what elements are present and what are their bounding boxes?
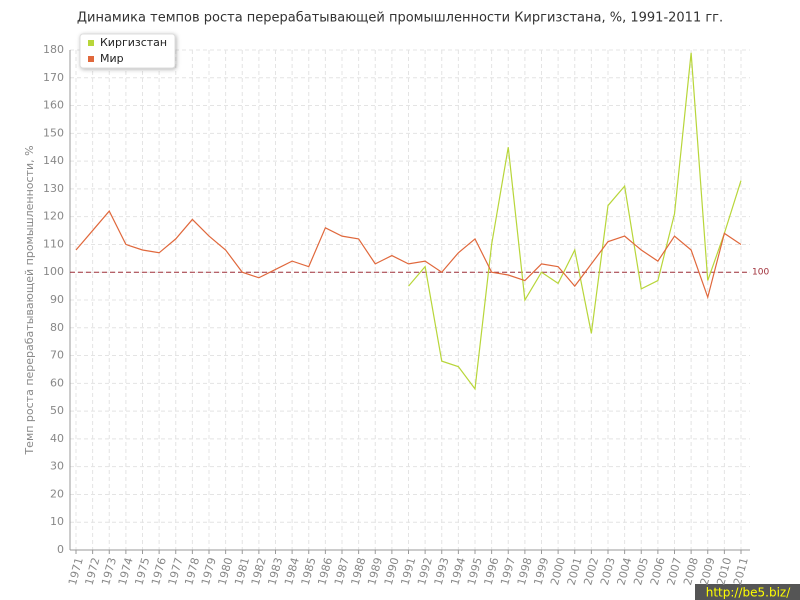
- y-axis-label: Темп роста перерабатывающей промышленнос…: [23, 145, 36, 455]
- legend-box: [79, 33, 176, 69]
- y-tick-label: 130: [43, 182, 64, 195]
- y-tick-label: 80: [50, 321, 64, 334]
- legend-swatch: [88, 40, 94, 46]
- chart-title: Динамика темпов роста перерабатывающей п…: [77, 11, 723, 26]
- y-tick-label: 180: [43, 43, 64, 56]
- y-tick-label: 30: [50, 460, 64, 473]
- reference-label: 100: [752, 268, 769, 278]
- watermark-bg: [695, 584, 800, 600]
- series-line: [408, 52, 742, 391]
- y-tick-label: 120: [43, 210, 64, 223]
- legend-label: Киргизстан: [100, 36, 167, 49]
- y-tick-label: 10: [50, 515, 64, 528]
- legend-swatch: [88, 56, 94, 62]
- y-tick-label: 150: [43, 126, 64, 139]
- y-tick-label: 140: [43, 154, 64, 167]
- y-tick-label: 60: [50, 376, 64, 389]
- y-tick-label: 50: [50, 404, 64, 417]
- y-tick-label: 70: [50, 349, 64, 362]
- y-tick-label: 20: [50, 487, 64, 500]
- y-tick-label: 40: [50, 432, 64, 445]
- y-tick-label: 160: [43, 99, 64, 112]
- y-tick-label: 170: [43, 71, 64, 84]
- y-tick-label: 110: [43, 237, 64, 250]
- legend-label: Мир: [100, 52, 124, 65]
- series-line: [75, 210, 742, 300]
- y-tick-label: 90: [50, 293, 64, 306]
- watermark: http://be5.biz/: [706, 586, 791, 600]
- y-tick-label: 100: [43, 265, 64, 278]
- y-tick-label: 0: [57, 543, 64, 556]
